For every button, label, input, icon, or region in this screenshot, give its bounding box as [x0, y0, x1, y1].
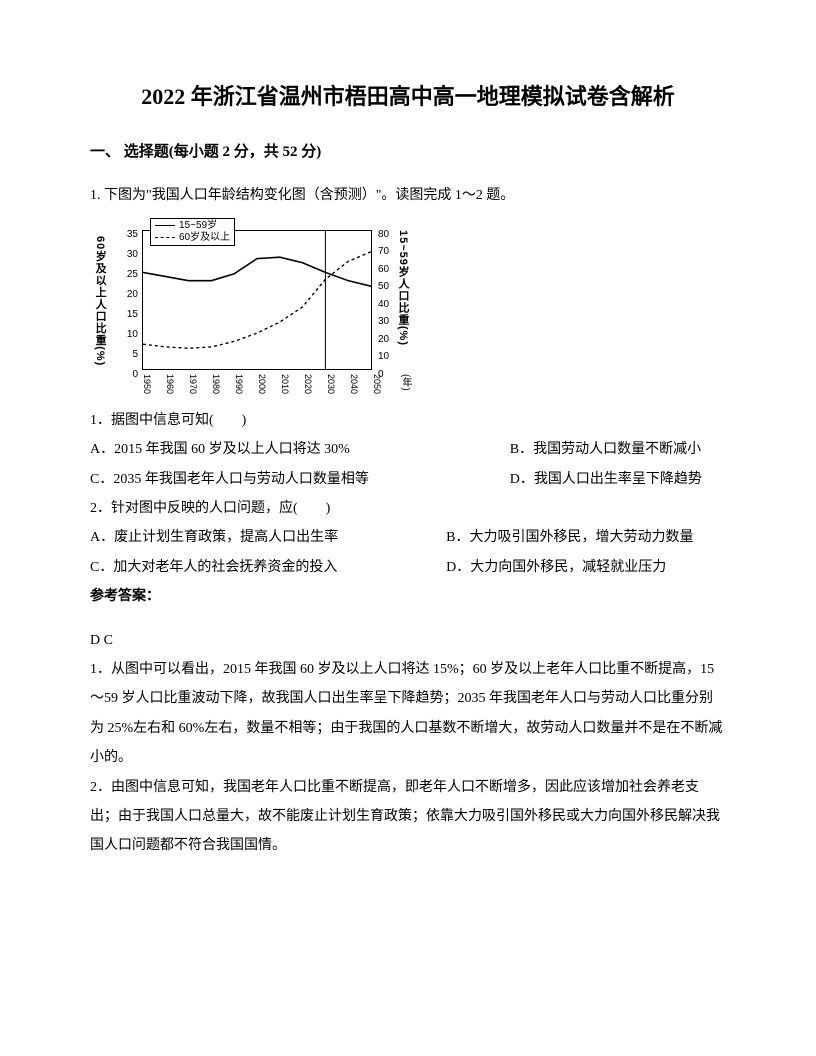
q2-stem: 2．针对图中反映的人口问题，应( ): [90, 494, 726, 523]
chart-lines: [143, 231, 371, 369]
q1-option-a: A．2015 年我国 60 岁及以上人口将达 30%: [90, 435, 510, 464]
y-left-axis-label: 60岁及以上人口比重(%): [88, 236, 111, 366]
q1-option-d: D．我国人口出生率呈下降趋势: [510, 465, 726, 494]
spacer: [90, 612, 726, 626]
y-left-ticks: 05101520253035: [120, 230, 140, 370]
answer-keys: D C: [90, 626, 726, 655]
chart-legend: 15~59岁 60岁及以上: [150, 218, 235, 246]
q2-option-c: C．加大对老年人的社会抚养资金的投入: [90, 553, 446, 582]
q1-option-c: C．2035 年我国老年人口与劳动人口数量相等: [90, 465, 510, 494]
section-header: 一、 选择题(每小题 2 分，共 52 分): [90, 137, 726, 169]
chart-plot-area: [142, 230, 372, 370]
page-title: 2022 年浙江省温州市梧田高中高一地理模拟试卷含解析: [90, 80, 726, 113]
legend-solid-label: 15~59岁: [179, 220, 217, 232]
q2-option-d: D．大力向国外移民，减轻就业压力: [446, 553, 726, 582]
explanation-1: 1．从图中可以看出，2015 年我国 60 岁及以上人口将达 15%；60 岁及…: [90, 655, 726, 773]
q1-stem: 1．据图中信息可知( ): [90, 406, 726, 435]
y-right-ticks: 01020304050607080: [378, 230, 396, 370]
q2-option-b: B．大力吸引国外移民，增大劳动力数量: [446, 523, 726, 552]
x-ticks: 1950196019701980199020002010202020302040…: [142, 370, 372, 394]
q2-option-a: A．废止计划生育政策，提高人口出生率: [90, 523, 446, 552]
explanation-2: 2．由图中信息可知，我国老年人口比重不断提高，即老年人口不断增多，因此应该增加社…: [90, 773, 726, 861]
legend-dashed-label: 60岁及以上: [179, 232, 230, 244]
q1-option-b: B．我国劳动人口数量不断减小: [510, 435, 726, 464]
x-unit-label: (年): [395, 374, 416, 391]
population-chart: 15~59岁 60岁及以上 60岁及以上人口比重(%) 15~59岁人口比重(%…: [90, 218, 410, 398]
answer-label: 参考答案：: [90, 582, 726, 611]
question-intro: 1. 下图为"我国人口年龄结构变化图（含预测）"。读图完成 1～2 题。: [90, 181, 726, 210]
